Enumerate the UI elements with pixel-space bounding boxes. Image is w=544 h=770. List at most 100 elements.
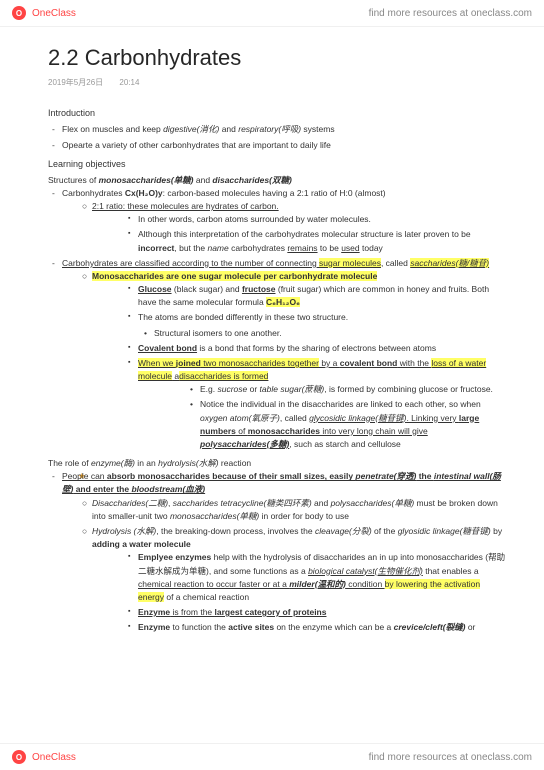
text: biological catalyst(生物催化剂) <box>308 566 423 576</box>
text: Enzyme <box>138 607 170 617</box>
list-item: Structural isomers to one another. <box>140 327 506 340</box>
text: E.g. <box>200 384 217 394</box>
text: in an <box>135 458 158 468</box>
text: joined <box>176 358 201 368</box>
list-item: Glucose (black sugar) and fructose (frui… <box>124 283 506 309</box>
list-item: In other words, carbon atoms surrounded … <box>124 213 506 226</box>
text: , the breaking-down process, involves th… <box>156 526 315 536</box>
list-item: Emplyee enzymes help with the hydrolysis… <box>124 551 506 604</box>
text: digestive(消化) <box>163 124 219 134</box>
list-item: Flex on muscles and keep digestive(消化) a… <box>48 123 506 136</box>
text: oxygen atom(氧原子) <box>200 413 280 423</box>
list-item: When we joined two monosaccharides toget… <box>124 357 506 451</box>
text: When we <box>138 358 176 368</box>
text: carbohydrates <box>229 243 288 253</box>
text: . Linking very <box>406 413 458 423</box>
text: largest category of proteins <box>215 607 327 617</box>
text: and <box>219 124 238 134</box>
text: : carbon-based molecules having a 2:1 ra… <box>163 188 386 198</box>
text: polysaccharides(单糖) <box>331 498 415 508</box>
time-text: 20:14 <box>119 78 139 87</box>
date-line: 2019年5月26日 20:14 <box>48 77 506 89</box>
text: C₆H₁₂O₆ <box>266 297 300 307</box>
text: name <box>207 243 228 253</box>
list-item: Carbohydrates are classified according t… <box>48 257 506 451</box>
text: Emplyee enzymes <box>138 552 211 562</box>
page-header: O OneClass find more resources at onecla… <box>0 0 544 27</box>
section-introduction: Introduction <box>48 107 506 121</box>
text: of a chemical reaction <box>164 592 249 602</box>
text: enzyme(酶) <box>91 458 135 468</box>
text: Monosaccharides are one sugar molecule p… <box>92 271 377 281</box>
text: of the <box>372 526 398 536</box>
text: , called <box>280 413 309 423</box>
text: by <box>491 526 502 536</box>
text: reaction <box>219 458 252 468</box>
text: covalent bond <box>340 358 398 368</box>
text: Flex on muscles and keep <box>62 124 163 134</box>
text: , such as starch and cellulose <box>289 439 401 449</box>
text: sucrose <box>217 384 247 394</box>
text: incorrect <box>138 243 174 253</box>
text: fructose <box>242 284 276 294</box>
text: saccharides tetracycline(糖类四环素) <box>173 498 312 508</box>
text: Enzyme <box>138 622 170 632</box>
text: cleavage(分裂) <box>315 526 372 536</box>
text: monosaccharides <box>248 426 320 436</box>
text: table sugar(蔗糖) <box>260 384 325 394</box>
text: Covalent bond <box>138 343 197 353</box>
structures-heading: Structures of monosaccharides(单糖) and di… <box>48 174 506 187</box>
text: hydrolysis(水解) <box>158 458 218 468</box>
section-objectives: Learning objectives <box>48 158 506 172</box>
text: and <box>194 175 213 185</box>
text: milder(温和的) <box>289 579 346 589</box>
text: glycosidic linkage(糖苷键) <box>309 413 406 423</box>
text: systems <box>301 124 335 134</box>
list-item: Opearte a variety of other carbonhydrate… <box>48 139 506 152</box>
text: Carbohydrates are classified according t… <box>62 258 319 268</box>
list-item: E.g. sucrose or table sugar(蔗糖), is form… <box>186 383 506 396</box>
structure-list: Carbonhydrates Cx(H₂O)y: carbon-based mo… <box>48 187 506 451</box>
text: Glucose <box>138 284 172 294</box>
role-heading: The role of enzyme(酶) in an hydrolysis(水… <box>48 457 506 470</box>
text: Structures of <box>48 175 99 185</box>
text: polysaccharides(多糖) <box>200 439 289 449</box>
list-item: The atoms are bonded differently in thes… <box>124 311 506 324</box>
text: is a bond that forms by the sharing of e… <box>197 343 436 353</box>
list-item: Hydrolysis (水解), the breaking-down proce… <box>78 525 506 634</box>
list-item: Although this interpretation of the carb… <box>124 228 506 254</box>
text: two monosaccharides together <box>201 358 319 368</box>
text: or <box>247 384 259 394</box>
text: used <box>341 243 359 253</box>
text: sugar molecules <box>319 258 381 268</box>
text: to function the <box>170 622 228 632</box>
text: , is formed by combining glucose or fruc… <box>324 384 493 394</box>
document-body: 2.2 Carbonhydrates 2019年5月26日 20:14 Intr… <box>0 27 544 668</box>
text: and <box>312 498 331 508</box>
list-item: Enzyme to function the active sites on t… <box>124 621 506 634</box>
text: to be <box>318 243 342 253</box>
text: People can <box>62 471 107 481</box>
list-item: People can absorb monosaccharides becaus… <box>48 470 506 634</box>
text: glyosidic linkage(糖苷键) <box>398 526 491 536</box>
text: monosaccharides(单糖) <box>99 175 194 185</box>
text: of <box>236 426 248 436</box>
list-item: Disaccharides(二糖), saccharides tetracycl… <box>78 497 506 523</box>
text: Carbonhydrates <box>62 188 125 198</box>
text: and enter the <box>73 484 131 494</box>
text: chemical reaction to occur faster or at … <box>138 579 289 589</box>
text: , but the <box>174 243 207 253</box>
brand-logo-icon: O <box>12 750 26 764</box>
brand-name: OneClass <box>32 752 76 763</box>
list-item: Carbonhydrates Cx(H₂O)y: carbon-based mo… <box>48 187 506 255</box>
text: respiratory(呼吸) <box>238 124 301 134</box>
page-footer: O OneClass find more resources at onecla… <box>0 743 544 770</box>
text: today <box>360 243 383 253</box>
text: The role of <box>48 458 91 468</box>
list-item: Monosaccharides are one sugar molecule p… <box>78 270 506 451</box>
text: active sites <box>228 622 274 632</box>
text: 2:1 ratio: these molecules are hydrates … <box>92 201 279 211</box>
list-item: Enzyme is from the largest category of p… <box>124 606 506 619</box>
text: , called <box>381 258 410 268</box>
text: adding a water molecule <box>92 539 191 549</box>
